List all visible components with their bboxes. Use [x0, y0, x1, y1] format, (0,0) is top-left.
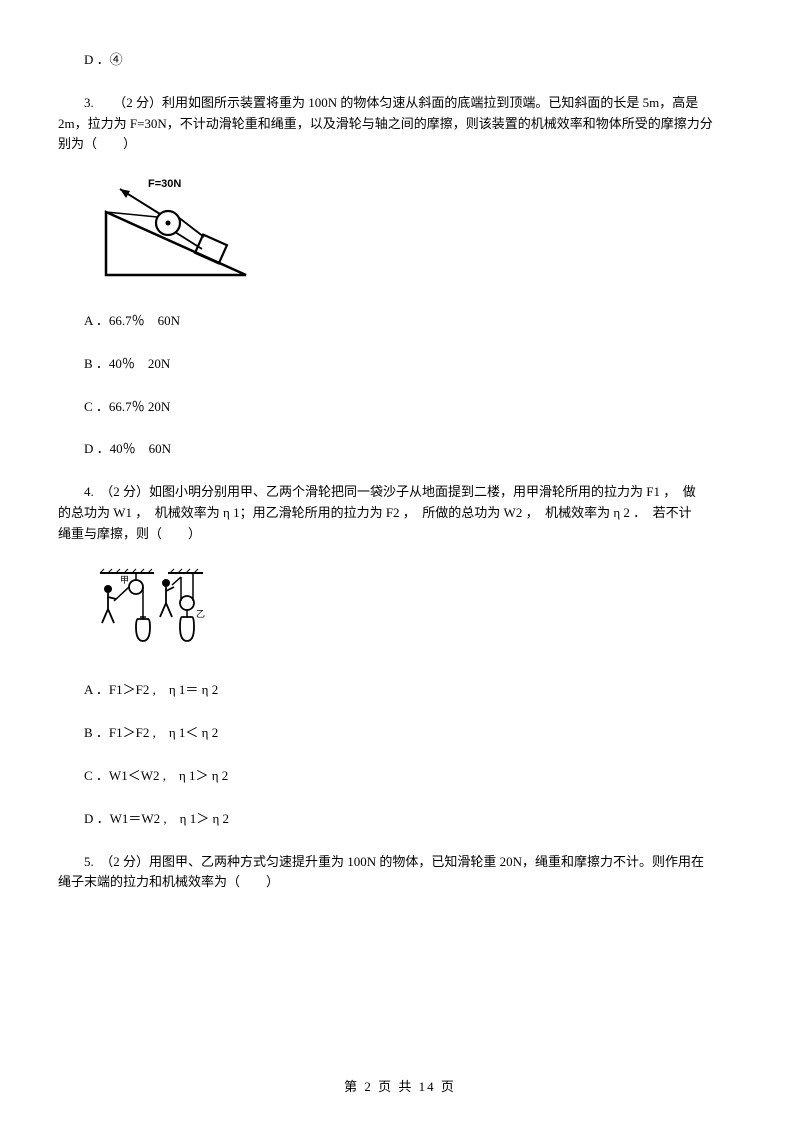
q5-stem-line2: 绳子末端的拉力和机械效率为（ ） — [58, 872, 279, 893]
q3-option-d: D ．40％ 60N — [58, 439, 742, 460]
page-footer: 第 2 页 共 14 页 — [0, 1077, 800, 1098]
q4-option-a: A ．F1＞F2 , η 1＝ η 2 — [58, 680, 742, 701]
q5-stem: 5. （2 分）用图甲、乙两种方式匀速提升重为 100N 的物体，已知滑轮重 2… — [58, 852, 742, 894]
q4-option-d: D ．W1＝W2 , η 1＞ η 2 — [58, 809, 742, 830]
q2-option-d: D ．④ — [58, 50, 742, 71]
q3-figure-label: F=30N — [148, 178, 181, 190]
q4-stem: 4. （2 分）如图小明分别用甲、乙两个滑轮把同一袋沙子从地面提到二楼，用甲滑轮… — [58, 482, 742, 544]
q4-option-b: B ．F1＞F2 , η 1＜ η 2 — [58, 723, 742, 744]
q3-option-b: B ．40％ 20N — [58, 354, 742, 375]
svg-text:乙: 乙 — [196, 609, 205, 619]
q3-option-c: C ．66.7％ 20N — [58, 397, 742, 418]
q3-figure: F=30N — [98, 177, 742, 289]
q4-figure: 甲 乙 — [98, 567, 742, 659]
q3-stem-line3: 别为（ ） — [58, 134, 136, 155]
q4-stem-line2: 的总功为 W1 ， 机械效率为 η 1；用乙滑轮所用的拉力为 F2 ， 所做的总… — [58, 503, 692, 524]
q4-stem-line1: 4. （2 分）如图小明分别用甲、乙两个滑轮把同一袋沙子从地面提到二楼，用甲滑轮… — [84, 484, 696, 499]
q3-stem: 3. （2 分）利用如图所示装置将重为 100N 的物体匀速从斜面的底端拉到顶端… — [58, 93, 742, 155]
q4-stem-line3: 绳重与摩擦，则（ ） — [58, 524, 201, 545]
q3-stem-line2: 2m，拉力为 F=30N，不计动滑轮重和绳重，以及滑轮与轴之间的摩擦，则该装置的… — [58, 114, 713, 135]
q3-option-a: A ．66.7％ 60N — [58, 311, 742, 332]
svg-text:甲: 甲 — [120, 575, 129, 585]
q3-stem-line1: 3. （2 分）利用如图所示装置将重为 100N 的物体匀速从斜面的底端拉到顶端… — [84, 95, 698, 110]
q5-stem-line1: 5. （2 分）用图甲、乙两种方式匀速提升重为 100N 的物体，已知滑轮重 2… — [84, 854, 704, 869]
q4-option-c: C ．W1＜W2 , η 1＞ η 2 — [58, 766, 742, 787]
